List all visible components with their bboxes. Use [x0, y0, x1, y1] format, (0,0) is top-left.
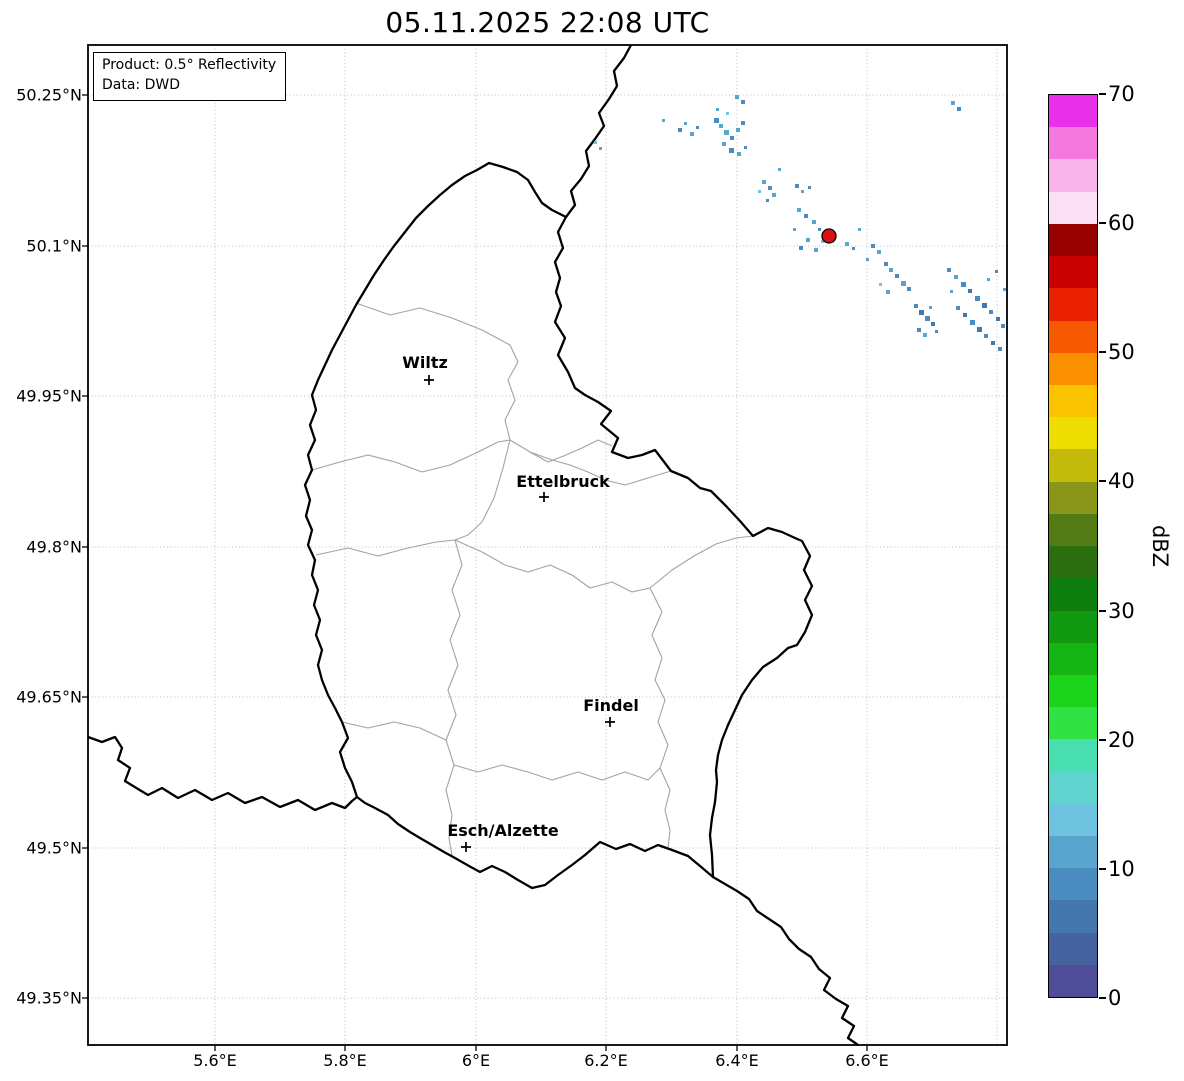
colorbar-tick-label: 0 [1108, 986, 1122, 1010]
canton-border [509, 439, 613, 463]
colorbar-segment [1049, 256, 1097, 289]
canton-border [315, 539, 456, 557]
colorbar-segment [1049, 481, 1097, 514]
colorbar-segment [1049, 191, 1097, 224]
x-tick-label: 6.4°E [715, 1051, 759, 1070]
colorbar-tick-label: 70 [1108, 82, 1135, 106]
colorbar-tick-label: 60 [1108, 211, 1135, 236]
colorbar-segment [1049, 127, 1097, 160]
plot-frame [87, 44, 1008, 1046]
city-cross-marker [539, 492, 549, 502]
data-source-line: Data: DWD [102, 76, 180, 93]
colorbar-segment [1049, 868, 1097, 901]
canton-border [355, 302, 519, 441]
x-tick-label: 6°E [461, 1051, 491, 1070]
axis-ticks [82, 94, 868, 1051]
colorbar-segment [1049, 320, 1097, 353]
colorbar-segment [1049, 288, 1097, 321]
canton-border [453, 764, 661, 781]
colorbar-segment [1049, 964, 1097, 998]
city-label: Wiltz [402, 353, 448, 372]
colorbar-tick [1099, 738, 1106, 741]
colorbar [1048, 94, 1098, 998]
colorbar-segment [1049, 642, 1097, 675]
canton-borders [311, 302, 754, 857]
colorbar-segment [1049, 384, 1097, 418]
colorbar-tick-label: 30 [1108, 598, 1135, 623]
colorbar-axis-label: dBZ [1148, 524, 1172, 568]
y-tick-label: 50.1°N [26, 236, 82, 256]
luxembourg-border [303, 161, 814, 890]
product-line: Product: 0.5° Reflectivity [102, 57, 277, 73]
canton-border [649, 587, 671, 849]
colorbar-segment [1049, 578, 1097, 611]
colorbar-tick [1099, 480, 1106, 483]
x-tick-label: 5.8°E [323, 1051, 367, 1070]
x-tick-label: 6.6°E [845, 1051, 889, 1070]
colorbar-segment [1049, 771, 1097, 804]
colorbar-tick [1099, 93, 1106, 95]
colorbar-tick [1099, 867, 1106, 870]
colorbar-segment [1049, 674, 1097, 708]
city-label: Esch/Alzette [447, 821, 559, 840]
colorbar-segment [1049, 159, 1097, 192]
canton-border [454, 439, 511, 541]
radar-echoes [594, 95, 1006, 351]
colorbar-segment [1049, 546, 1097, 579]
x-tick-label: 5.6°E [193, 1051, 237, 1070]
colorbar-tick-label: 40 [1108, 469, 1135, 494]
colorbar-tick-label: 10 [1108, 856, 1135, 881]
canton-border [445, 539, 463, 857]
canton-border [341, 721, 447, 741]
france-belgium-border [88, 735, 359, 812]
city-cross-marker [461, 842, 471, 852]
product-info-box: Product: 0.5° Reflectivity Data: DWD [93, 52, 287, 102]
colorbar-tick-label: 50 [1108, 340, 1135, 365]
y-tick-label: 49.65°N [16, 687, 82, 707]
colorbar-segment [1049, 707, 1097, 740]
radar-site-marker [821, 228, 837, 244]
figure-title: 05.11.2025 22:08 UTC [385, 6, 710, 39]
city-cross-marker [605, 717, 615, 727]
city-cross-marker [424, 375, 434, 385]
colorbar-segment [1049, 449, 1097, 482]
colorbar-segment [1049, 836, 1097, 869]
colorbar-segment [1049, 610, 1097, 643]
y-tick-label: 50.25°N [16, 85, 82, 105]
city-markers: Wiltz Ettelbruck Findel Esch/Alzette [402, 353, 639, 852]
colorbar-segment [1049, 417, 1097, 450]
y-tick-label: 49.8°N [26, 537, 82, 557]
international-borders [88, 45, 860, 1045]
france-germany-border [711, 875, 860, 1045]
colorbar-segment [1049, 739, 1097, 772]
x-tick-label: 6.2°E [584, 1051, 628, 1070]
y-tick-label: 49.5°N [26, 838, 82, 858]
colorbar-segment [1049, 95, 1097, 128]
canton-border [454, 539, 651, 593]
colorbar-segment [1049, 803, 1097, 837]
colorbar-tick [1099, 997, 1106, 999]
y-tick-label: 49.35°N [16, 988, 82, 1008]
belgium-germany-border [564, 45, 633, 219]
colorbar-tick [1099, 222, 1106, 225]
colorbar-segment [1049, 932, 1097, 965]
gridlines [88, 45, 1007, 1045]
canton-border [311, 439, 511, 473]
colorbar-segment [1049, 513, 1097, 547]
city-label: Ettelbruck [516, 472, 610, 491]
colorbar-tick [1099, 351, 1106, 354]
y-tick-label: 49.95°N [16, 386, 82, 406]
canton-border [529, 451, 672, 486]
colorbar-segment [1049, 900, 1097, 933]
canton-border [649, 535, 754, 589]
colorbar-tick-label: 20 [1108, 727, 1135, 752]
colorbar-segment [1049, 223, 1097, 257]
city-label: Findel [583, 696, 639, 715]
colorbar-segment [1049, 352, 1097, 385]
colorbar-tick [1099, 609, 1106, 612]
